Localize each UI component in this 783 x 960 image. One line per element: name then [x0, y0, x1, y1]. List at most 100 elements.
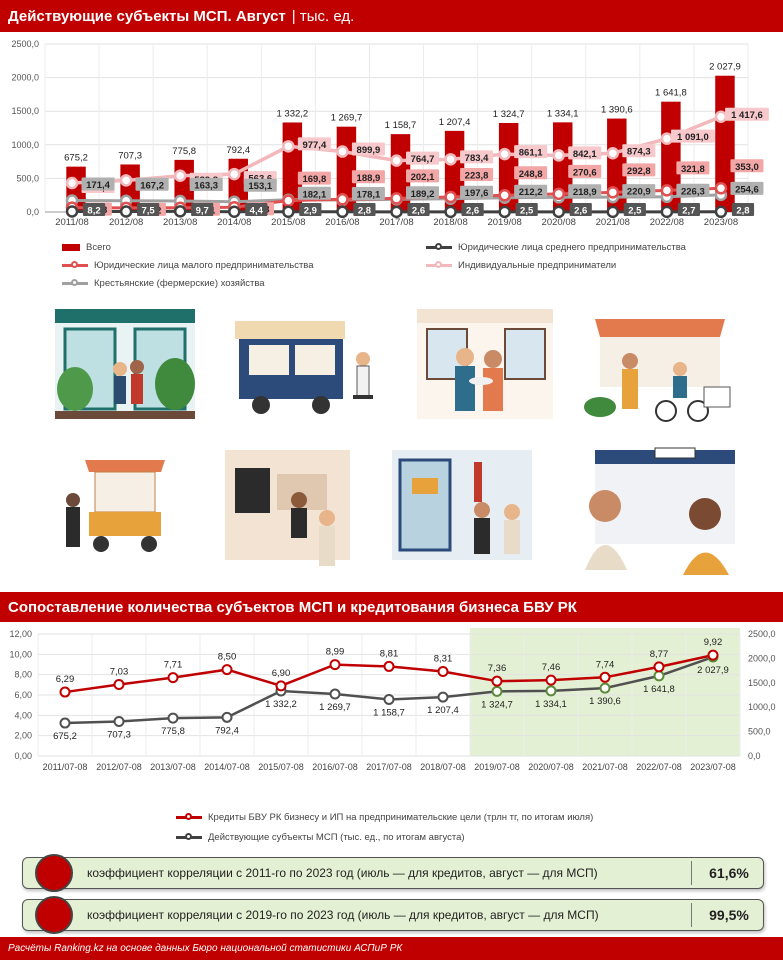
- legend-msp-swatch: [176, 833, 202, 840]
- x-tick-label: 2013/07-08: [150, 762, 196, 772]
- point-credits: [707, 649, 719, 661]
- label-small-bg: [406, 169, 439, 183]
- label-credits: 7,46: [542, 662, 561, 673]
- label-ip-bg: [568, 146, 602, 160]
- legend-medium-swatch: [426, 243, 452, 250]
- label-ip: 842,1: [573, 149, 597, 160]
- correlation-box-2011: коэффициент корреляции с 2011-го по 2023…: [22, 854, 764, 892]
- point-msp: [383, 693, 395, 705]
- label-msp: 1 158,7: [373, 707, 405, 718]
- label-medium-bg: [299, 203, 322, 216]
- point-ip: [173, 169, 187, 182]
- label-medium-bg: [245, 203, 268, 216]
- point-medium: [65, 205, 79, 218]
- legend-medium-label: Юридические лица среднего предпринимател…: [458, 242, 686, 253]
- x-tick-label: 2017/08: [379, 217, 413, 228]
- label-medium-bg: [137, 203, 160, 216]
- label-farm-bg: [676, 183, 710, 197]
- label-msp: 675,2: [53, 731, 77, 742]
- y-right-tick-label: 2500,0: [748, 629, 776, 639]
- point-medium: [444, 205, 457, 219]
- label-farm: 254,6: [735, 184, 759, 195]
- point-credits: [275, 680, 287, 692]
- point-medium: [606, 205, 620, 219]
- label-ip-bg: [622, 144, 656, 158]
- x-tick-label: 2018/07-08: [420, 762, 466, 772]
- label-medium: 8,2: [87, 206, 100, 217]
- label-medium: 2,5: [520, 206, 534, 217]
- legend-small-swatch: [62, 261, 88, 268]
- x-tick-label: 2020/08: [542, 217, 576, 228]
- label-farm: 153,1: [248, 181, 272, 192]
- label-ip-bg: [725, 107, 769, 121]
- chart1-legend: Всего Юридические лица среднего предприн…: [0, 238, 783, 292]
- bar-total-label: 1 324,7: [493, 109, 525, 120]
- point-ip: [498, 147, 511, 161]
- label-msp: 1 334,1: [535, 699, 567, 710]
- label-small-bg: [676, 161, 710, 175]
- x-tick-label: 2023/07-08: [690, 762, 736, 772]
- label-medium: 4,4: [250, 206, 264, 217]
- correlation-dot-icon: [35, 854, 73, 892]
- label-small: 353,0: [735, 162, 759, 173]
- label-credits: 8,50: [218, 652, 237, 663]
- y-tick-label: 2500,0: [11, 39, 39, 49]
- x-tick-label: 2012/08: [109, 217, 143, 228]
- label-ip: 899,9: [357, 145, 381, 156]
- point-medium: [390, 205, 403, 219]
- point-ip: [282, 140, 295, 153]
- chart2-legend: Кредиты БВУ РК бизнесу и ИП на предприни…: [0, 810, 783, 854]
- label-ip-bg: [406, 151, 439, 165]
- label-medium: 2,8: [736, 206, 749, 217]
- ceramics-shop-icon: [585, 447, 735, 575]
- bar-total-label: 1 390,6: [601, 105, 633, 116]
- label-msp: 1 207,4: [427, 705, 459, 716]
- x-tick-label: 2022/08: [650, 217, 684, 228]
- label-msp: 1 269,7: [319, 702, 351, 713]
- label-farm: 182,1: [302, 189, 326, 200]
- point-msp: [329, 688, 341, 700]
- label-medium-bg: [461, 203, 484, 216]
- label-small: 321,8: [681, 164, 705, 175]
- label-small: 248,8: [519, 169, 543, 180]
- label-small: 169,8: [302, 174, 326, 185]
- label-small: 270,6: [573, 167, 597, 178]
- label-small-bg: [514, 166, 548, 180]
- label-medium: 2,7: [682, 206, 695, 217]
- x-tick-label: 2023/08: [704, 217, 738, 228]
- x-tick-label: 2011/07-08: [43, 762, 88, 772]
- label-small-bg: [297, 171, 331, 185]
- label-ip: 764,7: [411, 154, 435, 165]
- point-credits: [653, 661, 665, 673]
- legend-farm: Крестьянские (фермерские) хозяйства: [62, 278, 265, 289]
- point-ip: [336, 145, 349, 158]
- y-right-tick-label: 500,0: [748, 727, 771, 737]
- bar-total-label: 675,2: [64, 153, 88, 164]
- x-tick-label: 2011/08: [55, 217, 89, 228]
- label-farm-bg: [81, 177, 115, 191]
- point-credits: [545, 674, 557, 686]
- label-farm-bg: [730, 181, 764, 195]
- x-tick-label: 2018/08: [433, 217, 467, 228]
- label-medium-bg: [82, 203, 106, 216]
- legend-total-label: Всего: [86, 242, 111, 253]
- label-credits: 8,81: [380, 648, 399, 659]
- msp-subjects-chart: 0,0 500,0 1000,0 1500,0 2000,0 2500,0 675,2 707…: [11, 39, 769, 228]
- y-tick-label: 1000,0: [11, 140, 39, 150]
- legend-total: Всего: [62, 242, 111, 253]
- label-farm-bg: [622, 184, 656, 198]
- label-ip-bg: [514, 145, 548, 159]
- point-medium: [119, 205, 133, 218]
- label-farm-bg: [243, 178, 277, 192]
- label-credits: 7,03: [110, 667, 129, 678]
- label-small: 223,8: [465, 170, 489, 181]
- point-small: [552, 187, 565, 201]
- label-farm: 167,2: [140, 180, 164, 191]
- label-ip: 1 091,0: [677, 132, 709, 143]
- point-credits: [221, 664, 233, 676]
- label-farm-bg: [135, 177, 169, 191]
- label-small-bg: [351, 170, 385, 184]
- y-tick-label: 0,0: [26, 207, 39, 217]
- label-farm-bg: [189, 178, 223, 192]
- legend-ip-swatch: [426, 261, 452, 268]
